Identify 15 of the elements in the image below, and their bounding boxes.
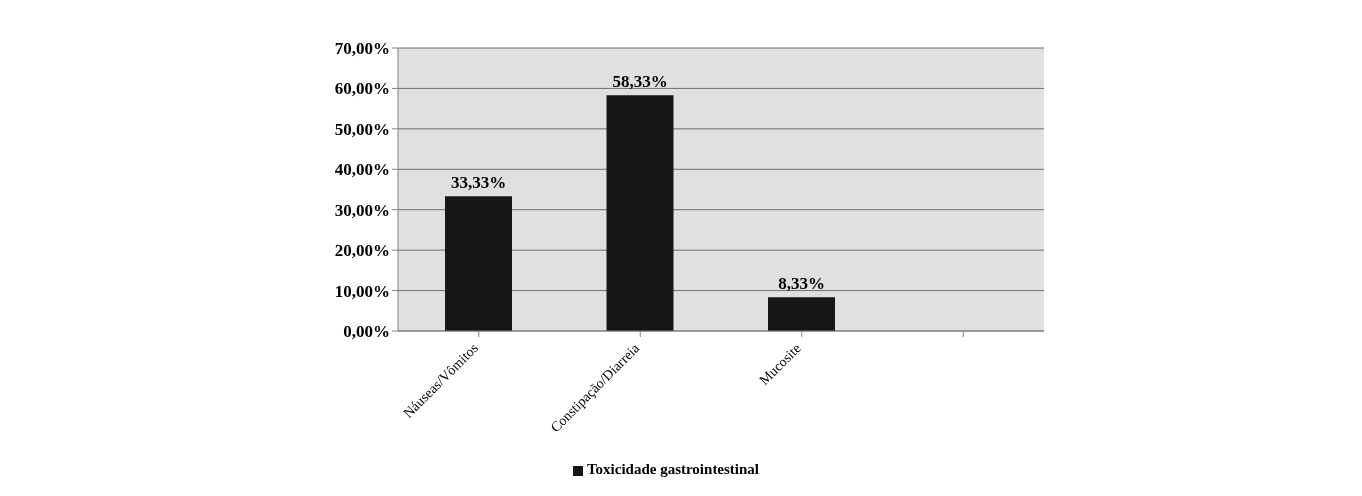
bar bbox=[768, 297, 835, 331]
y-tick-label: 0,00% bbox=[343, 322, 390, 342]
bar bbox=[445, 196, 512, 331]
data-label: 33,33% bbox=[450, 173, 507, 193]
y-tick-label: 40,00% bbox=[334, 160, 390, 180]
data-label: 58,33% bbox=[612, 72, 668, 92]
bar bbox=[606, 95, 674, 331]
data-label: 8,33% bbox=[778, 274, 825, 294]
y-tick-label: 30,00% bbox=[334, 200, 390, 220]
y-tick-label: 60,00% bbox=[334, 79, 390, 99]
y-tick-label: 70,00% bbox=[334, 39, 390, 59]
legend-label: Toxicidade gastrointestinal bbox=[586, 461, 760, 477]
y-tick-label: 50,00% bbox=[334, 119, 390, 139]
y-tick-label: 20,00% bbox=[334, 241, 390, 261]
y-tick-label: 10,00% bbox=[334, 281, 390, 301]
